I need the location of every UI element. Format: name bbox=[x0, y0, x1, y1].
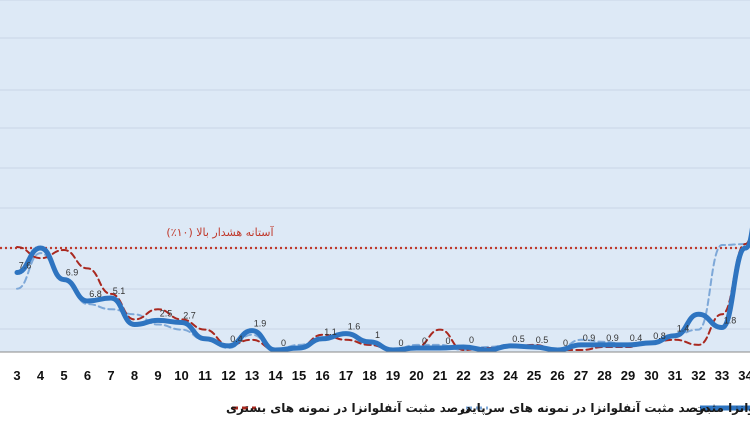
legend-background bbox=[0, 386, 750, 430]
data-labels: 7.6 6.9 6.8 5.1 2.5 2.7 0.4 1.9 0 1.1 1.6 1 0 0 0 0 0.5 0… bbox=[19, 260, 737, 348]
data-label: 1.6 bbox=[348, 322, 361, 332]
x-tick-label: 10 bbox=[174, 368, 188, 383]
series-lines bbox=[14, 227, 750, 353]
data-label: 5.1 bbox=[113, 286, 126, 296]
data-label: 0.4 bbox=[630, 333, 643, 343]
legend-label-solid: میانگین آنفلوانزا مثبت bbox=[694, 400, 750, 416]
x-tick-label: 23 bbox=[480, 368, 494, 383]
x-tick-label: 20 bbox=[409, 368, 423, 383]
data-label: 0 bbox=[469, 335, 474, 345]
data-label: 0 bbox=[445, 336, 450, 346]
data-label: 0 bbox=[398, 338, 403, 348]
data-label: 0 bbox=[563, 338, 568, 348]
threshold-label: آستانه هشدار بالا (۱۰٪) bbox=[166, 225, 274, 239]
data-label: 0.4 bbox=[230, 334, 243, 344]
legend-item-solid: میانگین آنفلوانزا مثبت bbox=[694, 400, 750, 416]
x-tick-label: 30 bbox=[644, 368, 658, 383]
x-tick-label: 27 bbox=[574, 368, 588, 383]
data-label: 1.8 bbox=[724, 316, 737, 326]
x-tick-label: 12 bbox=[221, 368, 235, 383]
data-label: 7.6 bbox=[19, 260, 32, 270]
threshold-line-group: آستانه هشدار بالا (۱۰٪) bbox=[0, 225, 750, 250]
data-label: 2.5 bbox=[160, 308, 173, 318]
data-label: 6.9 bbox=[66, 268, 79, 278]
x-tick-label: 16 bbox=[315, 368, 329, 383]
x-tick-label: 19 bbox=[386, 368, 400, 383]
x-tick-label: 29 bbox=[621, 368, 635, 383]
x-tick-labels: 3 4 5 6 7 8 9 10 11 12 13 14 15 16 17 18 19 20 21 22 23 24 25 2… bbox=[13, 368, 750, 383]
x-tick-label: 21 bbox=[433, 368, 447, 383]
x-tick-label: 33 bbox=[715, 368, 729, 383]
x-tick-label: 14 bbox=[268, 368, 283, 383]
x-tick-label: 26 bbox=[550, 368, 564, 383]
x-tick-label: 6 bbox=[84, 368, 91, 383]
legend-item-outpatient: درصد مثبت آنفلوانزا در نمونه های سرپایی bbox=[460, 400, 710, 416]
x-tick-label: 32 bbox=[691, 368, 705, 383]
x-tick-label: 24 bbox=[503, 368, 518, 383]
data-label: 0.9 bbox=[606, 333, 619, 343]
data-label: 0 bbox=[422, 336, 427, 346]
x-tick-label: 31 bbox=[668, 368, 682, 383]
x-tick-label: 17 bbox=[339, 368, 353, 383]
plot-background bbox=[0, 0, 750, 352]
x-tick-label: 22 bbox=[456, 368, 470, 383]
x-tick-label: 15 bbox=[292, 368, 306, 383]
x-tick-label: 8 bbox=[131, 368, 138, 383]
x-tick-label: 34 bbox=[738, 368, 750, 383]
x-tick-label: 4 bbox=[37, 368, 45, 383]
data-label: 0.5 bbox=[512, 334, 525, 344]
data-label: 2.7 bbox=[183, 310, 196, 320]
data-label: 1.9 bbox=[254, 319, 267, 329]
data-label: 1 bbox=[375, 330, 380, 340]
x-tick-label: 25 bbox=[527, 368, 541, 383]
legend-item-inpatient: درصد مثبت آنفلوانزا در نمونه های بستری bbox=[226, 400, 471, 416]
data-label: 1.4 bbox=[677, 324, 690, 334]
x-tick-label: 13 bbox=[245, 368, 259, 383]
series-line-0 bbox=[14, 227, 750, 353]
data-label: 0 bbox=[281, 338, 286, 348]
data-label: 1.1 bbox=[324, 327, 337, 337]
data-label: 0.5 bbox=[536, 335, 549, 345]
x-tick-label: 5 bbox=[60, 368, 67, 383]
data-label: 6.8 bbox=[89, 289, 102, 299]
x-tick-label: 28 bbox=[597, 368, 611, 383]
x-tick-label: 7 bbox=[107, 368, 114, 383]
x-tick-label: 11 bbox=[198, 368, 212, 383]
legend-label-inpatient: درصد مثبت آنفلوانزا در نمونه های بستری bbox=[226, 400, 471, 416]
legend-label-outpatient: درصد مثبت آنفلوانزا در نمونه های سرپایی bbox=[460, 400, 710, 416]
x-tick-label: 9 bbox=[154, 368, 161, 383]
data-label: 0.9 bbox=[583, 333, 596, 343]
data-label: 0.8 bbox=[653, 331, 666, 341]
x-tick-label: 3 bbox=[13, 368, 20, 383]
x-tick-label: 18 bbox=[362, 368, 376, 383]
